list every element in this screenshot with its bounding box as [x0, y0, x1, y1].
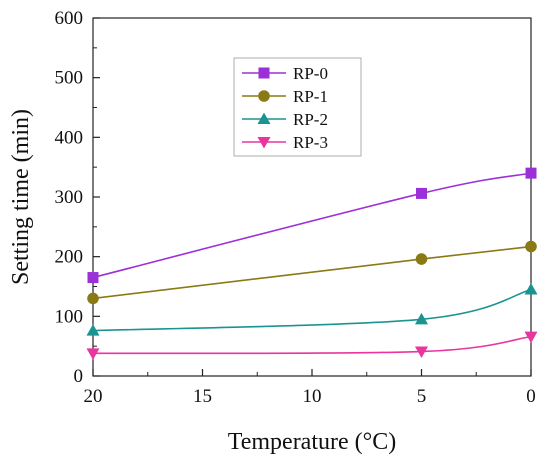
y-tick-label: 500: [55, 68, 84, 89]
data-point-rp-0: [87, 272, 99, 284]
y-tick-label: 0: [74, 366, 84, 387]
legend-label-rp-0: RP-0: [293, 64, 328, 83]
legend-label-rp-3: RP-3: [293, 133, 328, 152]
data-point-rp-2: [524, 282, 538, 295]
legend-marker-rp-3: [257, 137, 271, 149]
data-point-rp-2: [415, 312, 428, 325]
y-tick-label: 600: [55, 8, 84, 29]
legend: RP-0 RP-1 RP-2 RP-3: [233, 57, 362, 157]
y-axis-title: Setting time (min): [8, 109, 34, 285]
x-tick-label: 5: [417, 386, 427, 407]
legend-marker-rp-2: [257, 112, 271, 124]
legend-label-rp-2: RP-2: [293, 110, 328, 129]
data-point-rp-3: [415, 346, 428, 359]
data-point-rp-1: [525, 240, 537, 253]
x-tick-label: 20: [84, 386, 103, 407]
series-line-rp-1: [92, 245, 532, 300]
x-tick-label: 15: [193, 386, 212, 407]
x-tick-label: 10: [303, 386, 322, 407]
legend-marker-rp-0: [258, 67, 270, 79]
data-point-rp-0: [525, 167, 537, 179]
legend-box: [233, 57, 362, 157]
y-tick-label: 400: [55, 127, 84, 148]
y-tick-label: 100: [55, 306, 84, 327]
y-tick-label: 300: [55, 187, 84, 208]
series-markers: [86, 167, 538, 360]
series-line-rp-3: [92, 335, 532, 355]
data-point-rp-2: [86, 324, 100, 336]
data-point-rp-1: [87, 292, 99, 305]
data-point-rp-3: [86, 348, 100, 360]
y-tick-label: 200: [55, 247, 84, 268]
data-point-rp-0: [416, 187, 427, 199]
legend-label-rp-1: RP-1: [293, 87, 328, 106]
x-axis-title: Temperature (°C): [228, 429, 397, 455]
data-point-rp-1: [415, 253, 428, 265]
x-axis-ticks: 20 15 10 5 0: [84, 369, 536, 407]
x-tick-label: 0: [526, 386, 536, 407]
legend-marker-rp-1: [258, 90, 270, 102]
series-lines: [92, 172, 532, 355]
data-point-rp-3: [524, 331, 538, 344]
y-axis-ticks: 0 100 200 300 400 500 600: [55, 8, 100, 387]
series-line-rp-2: [92, 288, 532, 332]
series-line-rp-0: [92, 172, 532, 279]
